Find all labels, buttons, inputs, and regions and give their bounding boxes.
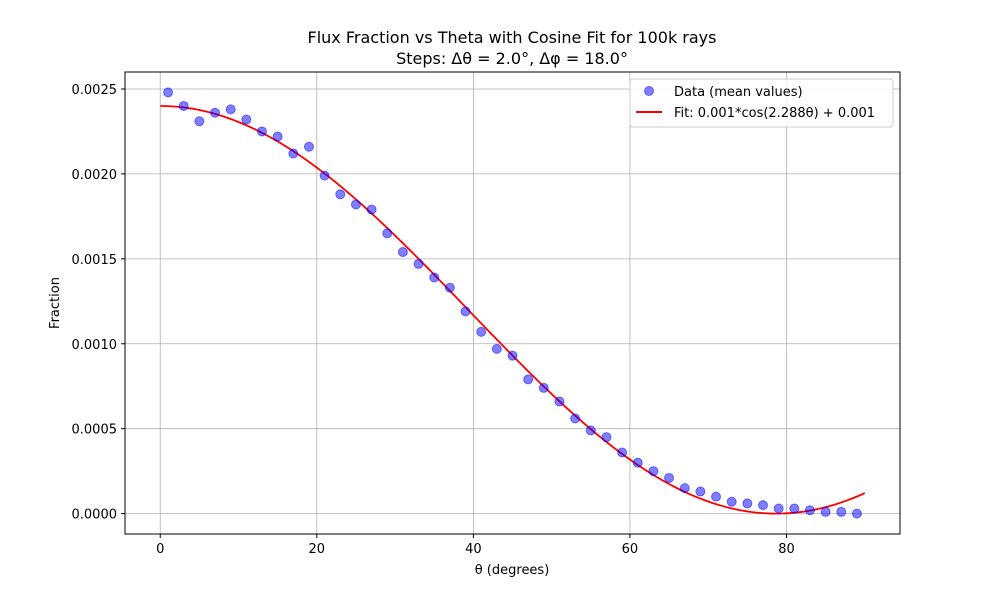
legend-marker-data bbox=[644, 86, 654, 96]
x-tick-label: 40 bbox=[465, 542, 482, 557]
data-point bbox=[303, 141, 314, 152]
x-tick-label: 20 bbox=[309, 542, 326, 557]
x-tick-label: 0 bbox=[156, 542, 164, 557]
y-axis-ticks: 0.0000 0.0005 0.0010 0.0015 0.0020 0.0025 bbox=[72, 83, 125, 523]
data-point bbox=[789, 503, 800, 514]
data-point bbox=[554, 396, 565, 407]
data-point bbox=[679, 483, 690, 494]
data-point bbox=[507, 350, 518, 361]
data-point bbox=[350, 199, 361, 210]
data-point bbox=[460, 306, 471, 317]
y-tick-label: 0.0025 bbox=[72, 83, 118, 98]
data-point bbox=[648, 466, 659, 477]
y-tick-label: 0.0015 bbox=[72, 253, 118, 268]
data-point bbox=[851, 508, 862, 519]
data-point bbox=[742, 498, 753, 509]
legend-box bbox=[629, 78, 894, 128]
x-axis-ticks: 0 20 40 60 80 bbox=[156, 534, 795, 557]
fit-curve bbox=[160, 105, 866, 515]
data-point bbox=[194, 116, 205, 127]
grid bbox=[125, 72, 900, 534]
chart-title: Flux Fraction vs Theta with Cosine Fit f… bbox=[308, 28, 717, 47]
data-point bbox=[429, 272, 440, 283]
y-tick-label: 0.0010 bbox=[72, 338, 118, 353]
data-point bbox=[178, 100, 189, 111]
y-axis-label: Fraction bbox=[48, 277, 63, 329]
data-point bbox=[617, 447, 628, 458]
x-axis-label: θ (degrees) bbox=[475, 563, 550, 578]
data-point bbox=[476, 326, 487, 337]
data-point bbox=[444, 282, 455, 293]
fit-layer bbox=[160, 105, 866, 515]
data-point bbox=[210, 107, 221, 118]
data-point bbox=[319, 170, 330, 181]
data-point bbox=[272, 131, 283, 142]
data-point bbox=[163, 87, 174, 98]
data-point bbox=[335, 189, 346, 200]
legend-label-data: Data (mean values) bbox=[674, 85, 803, 100]
y-tick-label: 0.0005 bbox=[72, 423, 118, 438]
data-point bbox=[523, 374, 534, 385]
data-point bbox=[773, 503, 784, 514]
data-points bbox=[163, 87, 862, 519]
data-point bbox=[711, 491, 722, 502]
y-tick-label: 0.0020 bbox=[72, 168, 118, 183]
data-point bbox=[491, 343, 502, 354]
data-point bbox=[366, 204, 377, 215]
data-point bbox=[225, 104, 236, 115]
legend: Data (mean values) Fit: 0.001*cos(2.288θ… bbox=[629, 78, 894, 128]
data-point bbox=[397, 247, 408, 258]
data-point bbox=[538, 382, 549, 393]
y-tick-label: 0.0000 bbox=[72, 508, 118, 523]
data-point bbox=[413, 258, 424, 269]
data-point bbox=[804, 505, 815, 516]
data-point bbox=[836, 506, 847, 517]
data-point bbox=[820, 506, 831, 517]
data-point bbox=[601, 432, 612, 443]
data-point bbox=[758, 500, 769, 511]
data-point bbox=[695, 486, 706, 497]
data-point bbox=[382, 228, 393, 239]
legend-label-fit: Fit: 0.001*cos(2.288θ) + 0.001 bbox=[674, 106, 875, 121]
chart-subtitle: Steps: Δθ = 2.0°, Δφ = 18.0° bbox=[396, 49, 628, 68]
data-point bbox=[570, 413, 581, 424]
data-point bbox=[241, 114, 252, 125]
x-tick-label: 80 bbox=[778, 542, 795, 557]
data-point bbox=[288, 148, 299, 159]
data-point bbox=[256, 126, 267, 137]
data-point bbox=[726, 496, 737, 507]
data-point bbox=[585, 425, 596, 436]
data-point bbox=[664, 472, 675, 483]
x-tick-label: 60 bbox=[622, 542, 639, 557]
data-point bbox=[632, 457, 643, 468]
plot-frame bbox=[124, 71, 901, 535]
